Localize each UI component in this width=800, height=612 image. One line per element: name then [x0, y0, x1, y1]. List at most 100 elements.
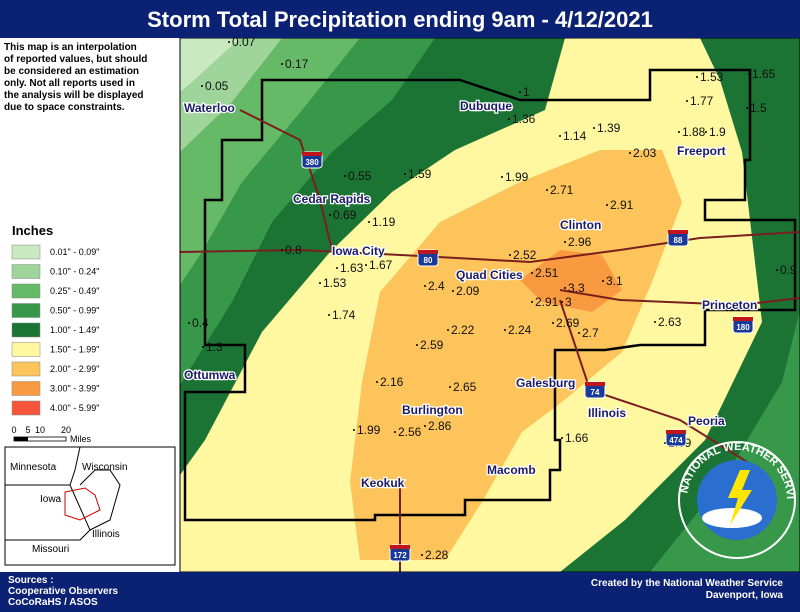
legend-swatch: [11, 322, 41, 338]
logo-ring: [678, 441, 796, 559]
report-dot: [281, 249, 283, 251]
zone-green-dark-east: [560, 38, 800, 572]
scale-unit: Miles: [70, 434, 92, 444]
report-value: 0.9: [780, 263, 797, 277]
report-value: 0.17: [285, 57, 309, 71]
city-label: Clinton: [560, 218, 601, 232]
footer-source: Cooperative Observers: [8, 586, 118, 597]
report-value: 2.51: [535, 266, 559, 280]
report-dot: [686, 100, 688, 102]
report-dot: [561, 301, 563, 303]
legend-swatch: [11, 303, 41, 318]
report-dot: [561, 437, 563, 439]
interstate-80: [179, 231, 800, 264]
report-dot: [746, 107, 748, 109]
report-dot: [519, 91, 521, 93]
footer-source: Sources :: [8, 575, 54, 586]
report-dot: [328, 314, 330, 316]
disclaimer-line: of reported values, but should: [4, 54, 147, 65]
footer-bar: [0, 572, 800, 612]
city-label: Peoria: [688, 414, 725, 428]
report-value: 3.3: [568, 281, 585, 295]
inset-frame: [4, 446, 176, 566]
legend-swatch: [11, 244, 41, 260]
report-dot: [501, 176, 503, 178]
report-dot: [424, 425, 426, 427]
legend-label: 1.00" - 1.49": [50, 325, 99, 335]
legend-label: 1.50" - 1.99": [50, 345, 99, 355]
report-dot: [228, 41, 230, 43]
report-value: 2.09: [456, 284, 480, 298]
interstate-shield-top: [302, 152, 322, 156]
inset-label: Wisconsin: [82, 462, 128, 473]
report-dot: [447, 329, 449, 331]
legend-label: 3.00" - 3.99": [50, 384, 99, 394]
state-borders: [5, 446, 121, 541]
legend-label: 0.25" - 0.49": [50, 286, 99, 296]
report-value: 2.16: [380, 375, 404, 389]
scale-tick: 5: [25, 425, 30, 435]
legend-swatch: [11, 381, 41, 396]
report-value: 1.63: [340, 261, 364, 275]
report-value: 1.36: [512, 112, 536, 126]
interstate-shield-top: [666, 430, 686, 434]
report-value: 1.19: [372, 215, 396, 229]
report-value: 2.71: [550, 183, 574, 197]
report-dot: [748, 73, 750, 75]
report-dot: [416, 344, 418, 346]
report-dot: [336, 267, 338, 269]
report-dot: [776, 269, 778, 271]
scale-bar-fill: [14, 437, 28, 441]
zone-green-pale: [180, 38, 240, 92]
legend-label: 0.10" - 0.24": [50, 267, 99, 277]
inset-label: Iowa: [40, 494, 62, 505]
report-value: 2.52: [513, 248, 537, 262]
city-label: Ottumwa: [184, 368, 236, 382]
city-label: Freeport: [677, 144, 726, 158]
legend-swatch: [11, 283, 41, 299]
city-label: Dubuque: [460, 99, 512, 113]
report-value: 1.39: [597, 121, 621, 135]
report-value: 2.65: [453, 380, 477, 394]
legend-label: 4.00" - 5.99": [50, 403, 99, 413]
report-value: 1.66: [565, 431, 589, 445]
footer-credit: Davenport, Iowa: [706, 590, 784, 601]
report-value: 0.8: [285, 243, 302, 257]
interstate-shield-top: [585, 382, 605, 386]
report-dot: [202, 346, 204, 348]
legend-label: 0.50" - 0.99": [50, 306, 99, 316]
report-dot: [376, 381, 378, 383]
report-dot: [654, 321, 656, 323]
report-value: 2.22: [451, 323, 475, 337]
inset-label: Illinois: [92, 529, 120, 540]
report-dot: [578, 332, 580, 334]
interstate-label: 172: [393, 551, 407, 560]
disclaimer-line: This map is an interpolation: [4, 42, 137, 53]
legend-label: 0.01" - 0.09": [50, 247, 99, 257]
report-value: 3: [565, 295, 572, 309]
city-label: Keokuk: [361, 476, 405, 490]
report-dot: [424, 285, 426, 287]
report-value: 1.88: [682, 125, 706, 139]
interstate-380: [239, 109, 333, 251]
scale-tick: 10: [35, 425, 45, 435]
report-dot: [546, 189, 548, 191]
report-value: 1.5: [750, 101, 767, 115]
report-value: 1.65: [752, 67, 776, 81]
report-value: 1.3: [206, 340, 223, 354]
report-dot: [678, 131, 680, 133]
report-dot: [344, 175, 346, 177]
legend-swatch: [11, 342, 41, 357]
interstate-label: 474: [669, 436, 683, 445]
interstate-shield-top: [418, 250, 438, 254]
disclaimer-line: the analysis will be displayed: [4, 90, 144, 101]
highway: [559, 289, 800, 307]
inset-map: [4, 446, 176, 566]
interstate-label: 74: [591, 388, 600, 397]
interstate-label: 80: [424, 256, 433, 265]
city-label: Illinois: [588, 406, 626, 420]
report-value: 0.07: [232, 35, 256, 49]
scale-tick: 20: [61, 425, 71, 435]
report-value: 2.69: [556, 316, 580, 330]
